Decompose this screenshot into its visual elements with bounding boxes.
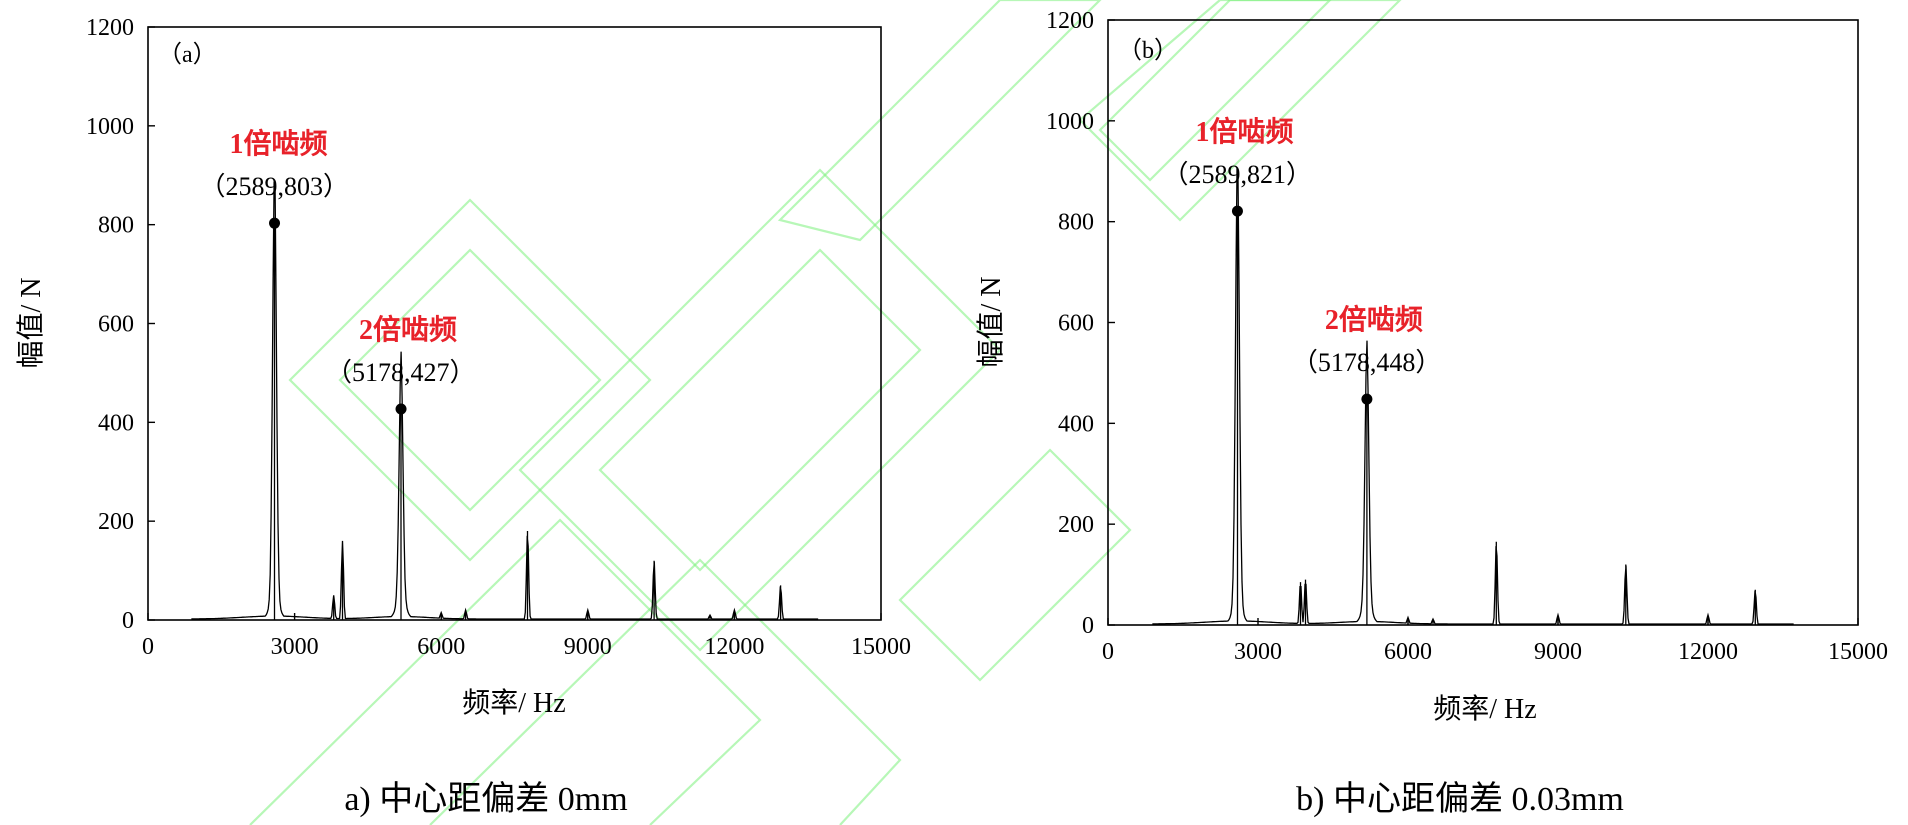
peak-label-b-2: 2倍啮频 [1325,303,1423,336]
peak-coords-a-2: （5178,427） [326,358,476,387]
y-tick-label-b-1: 200 [1058,512,1094,538]
x-tick-label-b-0: 0 [1102,639,1114,665]
watermark-stroke-5 [1098,0,1332,182]
watermark-stroke-6 [1078,0,1402,222]
plot-frame-a [147,26,882,621]
y-tick-label-b-2: 400 [1058,411,1094,437]
y-tick-label-a-5: 1000 [86,114,134,140]
watermark-stroke-7 [288,198,652,562]
x-tick-label-b-3: 9000 [1534,639,1582,665]
watermark-stroke-0 [249,518,762,825]
spectrum-line-b [1152,168,1794,625]
watermark-pattern [249,0,1402,825]
y-axis-label-b: 幅值/ N [975,276,1007,367]
watermark-stroke-4 [777,0,1102,242]
caption-b: b) 中心距偏差 0.03mm [1296,780,1624,818]
watermark-stroke-1 [429,558,902,825]
peak-coords-b-2: （5178,448） [1292,348,1442,377]
watermark-stroke-8 [338,248,602,512]
y-tick-label-b-6: 1200 [1046,8,1094,34]
chart-b: 0 3000 6000 9000 12000 15000 0 200 400 600 800 1000… [975,8,1888,818]
peak-label-a-1: 1倍啮频 [230,127,328,160]
annotations-b: 1倍啮频 （2589,821） 2倍啮频 （5178,448） [1162,115,1441,405]
y-tick-label-b-5: 1000 [1046,109,1094,135]
panel-label-b: （b） [1118,38,1178,64]
watermark-stroke-9 [898,448,1132,682]
y-tick-label-a-6: 1200 [86,15,134,41]
peak-marker-b-1 [1231,205,1243,217]
annotations-a: 1倍啮频 （2589,803） 2倍啮频 （5178,427） [200,127,476,415]
y-tick-label-b-3: 600 [1058,311,1094,337]
peak-coords-b-1: （2589,821） [1162,160,1312,189]
y-tick-label-a-4: 800 [98,213,134,239]
peak-label-b-1: 1倍啮频 [1195,115,1293,148]
y-tick-label-b-0: 0 [1082,613,1094,639]
y-tick-label-b-4: 800 [1058,210,1094,236]
axis-ticks-a: 0 3000 6000 9000 12000 15000 0 200 400 600 800 1000… [86,15,911,660]
spectrum-line-a [191,181,819,620]
caption-a: a) 中心距偏差 0mm [344,780,627,818]
y-tick-label-a-0: 0 [122,608,134,634]
peak-marker-a-2 [395,403,407,415]
watermark-stroke-2 [518,168,1002,652]
x-tick-label-a-5: 15000 [851,634,911,660]
chart-a: 0 3000 6000 9000 12000 15000 0 200 400 600 800 1000… [15,15,911,818]
x-tick-label-b-2: 6000 [1384,639,1432,665]
y-tick-label-a-2: 400 [98,410,134,436]
x-tick-label-b-1: 3000 [1234,639,1282,665]
x-tick-label-b-5: 15000 [1828,639,1888,665]
x-tick-label-a-1: 3000 [271,634,319,660]
x-tick-label-b-4: 12000 [1678,639,1738,665]
peak-marker-b-2 [1361,393,1373,405]
peak-coords-a-1: （2589,803） [200,172,350,201]
x-axis-label-a: 频率/ Hz [462,687,565,719]
watermark-stroke-3 [598,248,922,572]
y-axis-label-a: 幅值/ N [15,277,47,368]
peak-marker-a-1 [269,217,281,229]
y-tick-label-a-3: 600 [98,312,134,338]
x-tick-label-a-2: 6000 [417,634,465,660]
axis-ticks-b: 0 3000 6000 9000 12000 15000 0 200 400 600 800 1000… [1046,8,1888,665]
peak-label-a-2: 2倍啮频 [359,313,457,346]
x-axis-label-b: 频率/ Hz [1433,693,1536,725]
panel-label-a: （a） [158,42,217,68]
x-tick-label-a-0: 0 [142,634,154,660]
x-tick-label-a-3: 9000 [564,634,612,660]
y-tick-label-a-1: 200 [98,509,134,535]
x-tick-label-a-4: 12000 [704,634,764,660]
